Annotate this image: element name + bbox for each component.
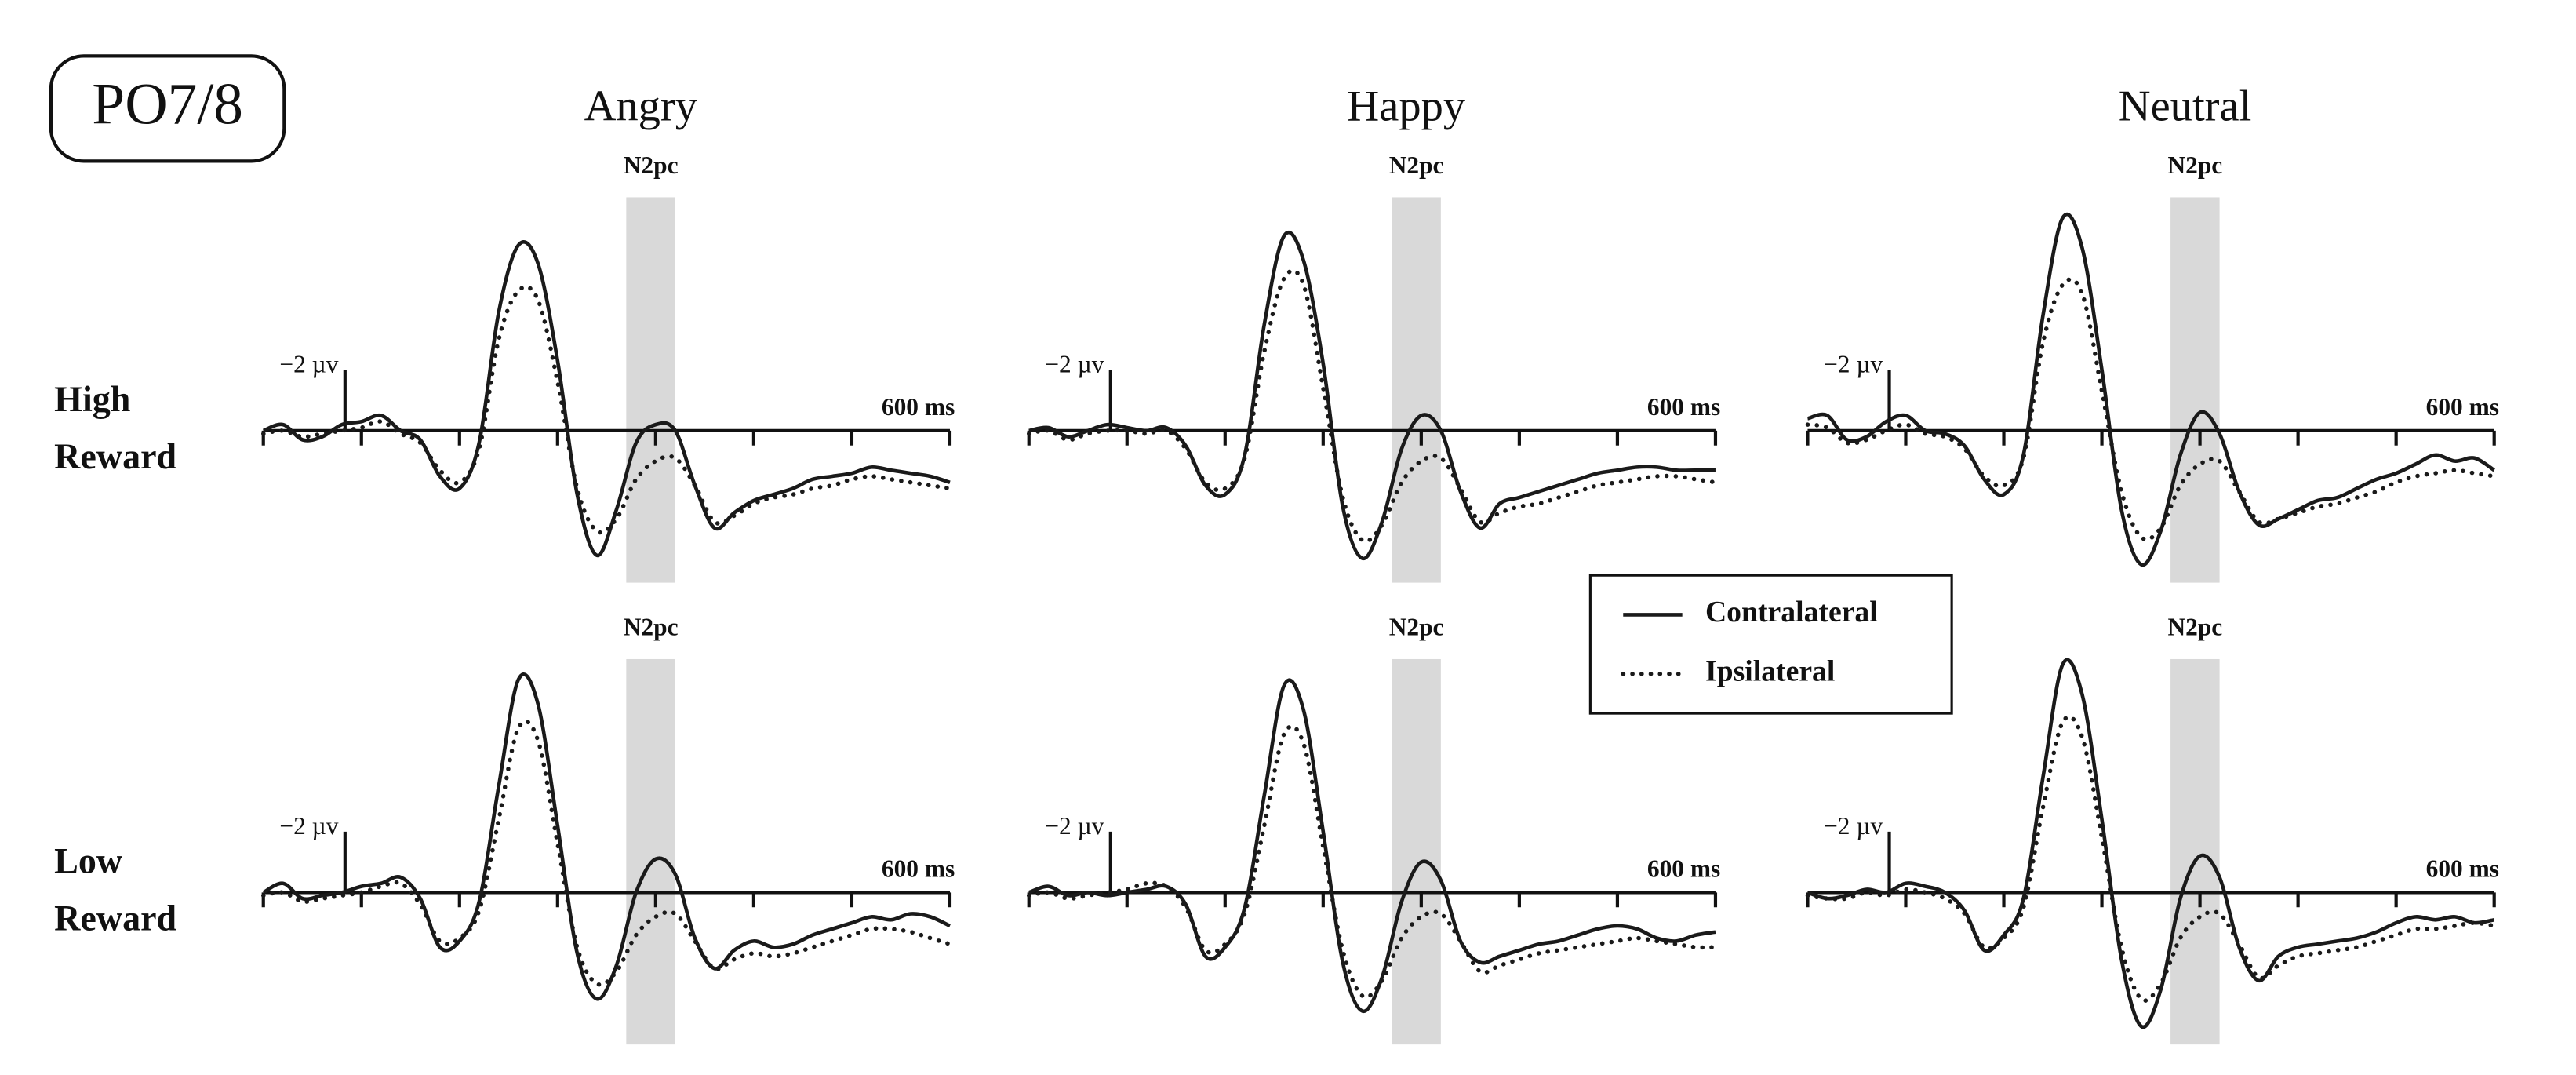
n2pc-window: [626, 197, 675, 583]
column-title: Angry: [584, 82, 698, 130]
scale-label: −2 µv: [1045, 350, 1104, 377]
scale-label: −2 µv: [1824, 350, 1883, 377]
column-title: Happy: [1347, 82, 1465, 130]
legend-box: [1588, 574, 1953, 715]
erp-line: [1026, 268, 1718, 544]
shade-label: N2pc: [1389, 151, 1444, 179]
erp-line: [1805, 714, 2497, 1003]
panel-label: PO7/8: [92, 72, 243, 137]
erp-line: [1806, 212, 2495, 567]
row-label: High: [54, 379, 130, 419]
label-box: [49, 54, 286, 163]
n2pc-window: [626, 658, 675, 1045]
scale-label: −2 µv: [279, 812, 338, 840]
erp-line: [1806, 658, 2495, 1029]
x-tick-label: 600 ms: [882, 855, 955, 882]
scale-label: −2 µv: [279, 350, 338, 377]
erp-line: [1805, 277, 2497, 542]
n2pc-window: [1392, 197, 1441, 583]
erp-line: [261, 719, 952, 987]
scale-label: −2 µv: [1824, 812, 1883, 840]
legend-label: Ipsilateral: [1705, 654, 1835, 687]
row-label: Reward: [54, 898, 176, 938]
column-title: Neutral: [2119, 82, 2252, 130]
shade-label: N2pc: [624, 613, 679, 640]
shade-label: N2pc: [1389, 613, 1444, 640]
erp-line: [1028, 230, 1716, 560]
erp-line: [262, 672, 951, 1001]
n2pc-window: [2170, 197, 2220, 583]
x-tick-label: 600 ms: [882, 393, 955, 421]
x-tick-label: 600 ms: [2426, 393, 2499, 421]
row-label: Reward: [54, 436, 176, 476]
row-label: Low: [54, 840, 123, 880]
erp-line: [262, 240, 951, 558]
legend-label: Contralateral: [1705, 596, 1878, 629]
shade-label: N2pc: [2167, 613, 2222, 640]
x-tick-label: 600 ms: [1647, 393, 1720, 421]
n2pc-window: [1392, 658, 1441, 1045]
shade-label: N2pc: [2167, 151, 2222, 179]
n2pc-window: [2170, 658, 2220, 1045]
scale-label: −2 µv: [1045, 812, 1104, 840]
x-tick-label: 600 ms: [2426, 855, 2499, 882]
erp-line: [1028, 678, 1716, 1013]
erp-line: [1026, 723, 1718, 1000]
x-tick-label: 600 ms: [1647, 855, 1720, 882]
erp-line: [261, 284, 952, 535]
shade-label: N2pc: [624, 151, 679, 179]
